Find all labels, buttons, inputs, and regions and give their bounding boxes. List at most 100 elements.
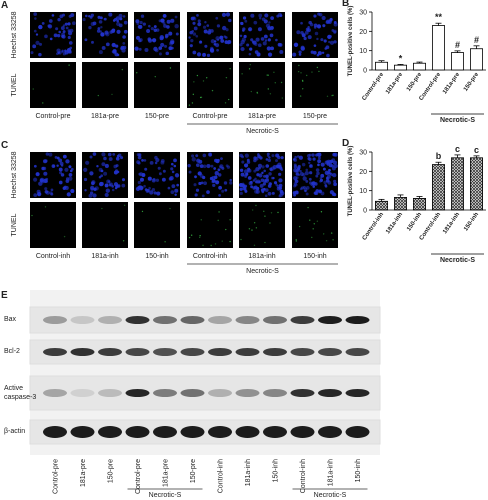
y-axis-label: TUNEL-positive cells (%) (348, 6, 354, 77)
cell-spot (116, 21, 121, 27)
cell-spot (316, 220, 319, 222)
cell-spot (31, 214, 33, 217)
cell-spot (121, 48, 126, 53)
blot-band (125, 348, 150, 356)
cell-spot (96, 29, 101, 33)
blot-band (290, 348, 315, 356)
cell-spot (100, 32, 105, 37)
cell-spot (311, 236, 313, 239)
cell-spot (68, 64, 70, 66)
cell-spot (229, 219, 231, 221)
cell-spot (170, 46, 174, 50)
lane-label: 150-pre (108, 459, 115, 483)
tunel-image (187, 202, 233, 248)
cell-spot (166, 25, 170, 29)
cell-spot (323, 180, 327, 185)
cell-spot (300, 21, 303, 25)
cell-spot (254, 180, 258, 184)
cell-spot (215, 180, 220, 185)
cell-spot (68, 165, 72, 169)
column-label: Control-inh (193, 253, 227, 260)
cell-spot (170, 18, 175, 23)
cell-spot (135, 186, 141, 191)
blot-row-label: Bcl-2 (4, 348, 20, 355)
blot-band (180, 348, 205, 356)
cell-spot (68, 41, 73, 45)
blot-band (263, 348, 287, 356)
row-label: TUNEL (11, 73, 18, 96)
cell-spot (116, 19, 119, 23)
cell-spot (99, 181, 104, 186)
cell-spot (151, 39, 155, 42)
cell-spot (266, 46, 271, 51)
cell-spot (317, 159, 322, 164)
cell-spot (229, 240, 231, 243)
cell-spot (324, 185, 328, 188)
cell-spot (44, 187, 48, 191)
cell-spot (61, 32, 66, 37)
y-tick-label: 30 (359, 150, 367, 157)
cell-spot (202, 244, 204, 247)
annotation: * (399, 53, 403, 63)
cell-spot (315, 174, 319, 178)
cell-spot (174, 173, 180, 178)
cell-spot (253, 222, 256, 224)
group-label: Necrotic-S (314, 492, 347, 499)
cell-spot (109, 30, 113, 34)
cell-spot (241, 73, 243, 75)
cell-spot (278, 172, 282, 176)
cell-spot (210, 164, 214, 168)
panel-label: E (1, 290, 8, 301)
cell-spot (313, 223, 315, 225)
cell-spot (38, 24, 43, 30)
lane-label: Control-inh (218, 459, 225, 493)
cell-spot (36, 189, 41, 194)
group-label: Necrotic-S (246, 268, 279, 275)
cell-spot (139, 187, 143, 191)
cell-spot (50, 192, 54, 196)
cell-spot (206, 24, 210, 27)
cell-spot (253, 244, 256, 246)
cell-spot (244, 19, 248, 23)
cell-spot (240, 21, 244, 26)
cell-spot (320, 191, 325, 196)
cell-spot (121, 178, 126, 182)
x-tick-label: Control-pre (361, 71, 385, 102)
y-axis-label: TUNEL-positive cells (%) (348, 146, 354, 217)
cell-spot (45, 180, 49, 183)
cell-spot (249, 180, 253, 184)
cell-spot (111, 185, 114, 188)
cell-spot (258, 173, 263, 178)
cell-spot (174, 193, 177, 196)
cell-spot (264, 241, 266, 244)
cell-spot (297, 70, 300, 73)
cell-spot (92, 152, 97, 156)
cell-spot (215, 36, 220, 41)
cell-spot (300, 45, 305, 50)
cell-spot (251, 209, 254, 211)
cell-spot (114, 169, 119, 173)
cell-spot (264, 39, 268, 42)
cell-spot (162, 14, 167, 18)
cell-spot (297, 164, 301, 168)
cell-spot (89, 171, 94, 176)
cell-spot (97, 15, 101, 19)
cell-spot (298, 155, 303, 160)
cell-spot (171, 170, 175, 174)
cell-spot (265, 158, 269, 161)
group-label: Necrotic-S (246, 128, 279, 135)
cell-spot (331, 94, 333, 97)
cell-spot (263, 19, 268, 24)
cell-spot (156, 191, 161, 196)
cell-spot (251, 229, 253, 231)
cell-spot (194, 175, 197, 179)
cell-spot (248, 68, 251, 70)
cell-spot (220, 39, 225, 43)
cell-spot (96, 164, 99, 168)
cell-spot (199, 174, 204, 178)
cell-spot (316, 24, 322, 29)
cell-spot (253, 169, 257, 173)
blot-band (180, 426, 205, 438)
cell-spot (98, 50, 103, 55)
